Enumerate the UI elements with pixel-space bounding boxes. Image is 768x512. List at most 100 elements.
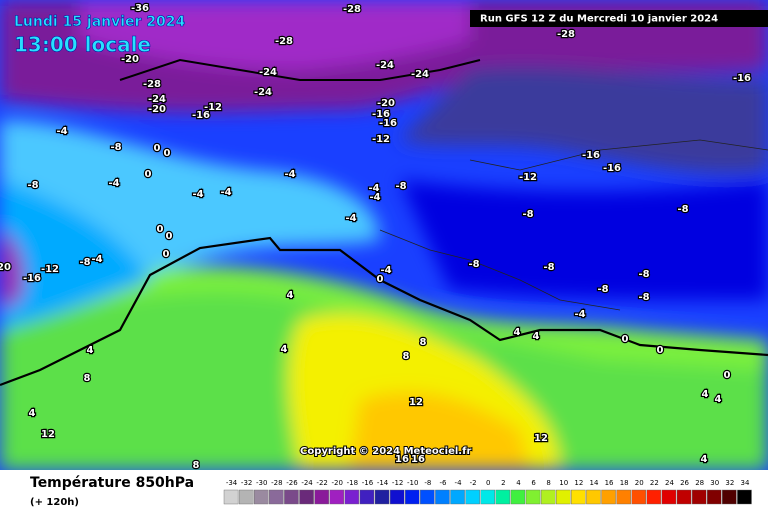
- contour-label: -8: [543, 262, 554, 273]
- contour-label: -8: [110, 142, 121, 153]
- legend-swatch: [616, 489, 631, 505]
- contour-label: -4: [368, 183, 379, 194]
- legend-swatch: [586, 489, 601, 505]
- contour-label: -28: [275, 36, 293, 47]
- legend-swatch: [556, 489, 571, 505]
- legend-label: -22: [316, 479, 327, 487]
- contour-label: -8: [79, 257, 90, 268]
- legend-swatch: [707, 489, 722, 505]
- legend-swatch: [344, 489, 360, 505]
- legend-swatch: [374, 489, 390, 505]
- contour-label: -28: [143, 79, 161, 90]
- legend-label: -26: [286, 479, 298, 487]
- contour-label: -20: [148, 104, 166, 115]
- forecast-time: 13:00 locale: [14, 33, 151, 57]
- contour-label: 8: [420, 337, 427, 348]
- legend-swatch: [465, 489, 480, 505]
- contour-label: 0: [157, 224, 164, 235]
- contour-label: -4: [345, 213, 356, 224]
- contour-label: 0: [724, 370, 731, 381]
- contour-label: -20: [121, 54, 139, 65]
- contour-label: -16: [582, 150, 600, 161]
- forecast-date: Lundi 15 janvier 2024: [14, 14, 186, 30]
- legend-label: 24: [665, 479, 674, 487]
- contour-label: -20: [377, 98, 395, 109]
- contour-label: -16: [372, 109, 390, 120]
- legend-label: -4: [455, 479, 463, 487]
- contour-label: -4: [220, 187, 231, 198]
- contour-label: -8: [522, 209, 533, 220]
- legend-swatch: [646, 489, 662, 505]
- contour-label: 4: [702, 389, 709, 400]
- contour-label: -24: [411, 69, 429, 80]
- contour-label: -4: [284, 169, 295, 180]
- contour-label: -28: [343, 4, 361, 15]
- legend-label: 34: [740, 479, 749, 487]
- contour-label: -24: [376, 60, 394, 71]
- field-title: Température 850hPa: [30, 475, 194, 491]
- legend-label: 18: [620, 479, 629, 487]
- run-bar: [470, 10, 768, 27]
- legend-swatch: [238, 489, 254, 505]
- contour-label: -8: [638, 292, 649, 303]
- legend-label: -2: [470, 479, 477, 487]
- legend-swatch: [510, 489, 526, 505]
- contour-label: -4: [369, 192, 380, 203]
- contour-label: -4: [56, 126, 67, 137]
- legend-label: 0: [486, 479, 490, 487]
- legend-label: -34: [226, 479, 238, 487]
- legend-swatch: [601, 489, 616, 505]
- legend-swatch: [389, 489, 405, 505]
- legend-swatch: [223, 489, 239, 505]
- legend-label: 32: [725, 479, 734, 487]
- contour-label: 0: [154, 143, 161, 154]
- legend-swatch: [631, 489, 647, 505]
- contour-label: 12: [534, 433, 548, 444]
- legend-swatch: [405, 489, 420, 505]
- legend-swatch: [314, 489, 329, 505]
- legend-label: 28: [695, 479, 704, 487]
- contour-label: 0: [145, 169, 152, 180]
- contour-label: -28: [557, 29, 575, 40]
- isotherm: [119, 58, 481, 81]
- contour-label: -8: [597, 284, 608, 295]
- contour-label: 8: [193, 460, 200, 471]
- contour-label: 16: [395, 454, 409, 465]
- contour-label: 12: [41, 429, 55, 440]
- contour-label: 20: [0, 262, 11, 273]
- legend-swatch: [480, 489, 496, 505]
- coastline: [469, 139, 768, 171]
- legend-swatch: [329, 489, 345, 505]
- legend-swatch: [722, 489, 737, 505]
- contour-label: -12: [372, 134, 390, 145]
- zero-isotherm: [0, 236, 768, 387]
- contour-label: 4: [287, 290, 294, 301]
- contour-label: -16: [603, 163, 621, 174]
- legend-label: -24: [301, 479, 313, 487]
- legend-label: 6: [531, 479, 536, 487]
- run-info: Run GFS 12 Z du Mercredi 10 janvier 2024: [480, 14, 718, 25]
- legend-label: -12: [392, 479, 403, 487]
- legend-label: 2: [501, 479, 505, 487]
- contour-label: 4: [514, 327, 521, 338]
- contour-label: -4: [380, 265, 391, 276]
- legend-label: -18: [347, 479, 358, 487]
- legend-label: 30: [710, 479, 719, 487]
- contour-label: -8: [27, 180, 38, 191]
- legend-swatch: [435, 489, 450, 505]
- legend-swatch: [661, 489, 677, 505]
- contour-label: 0: [164, 148, 171, 159]
- legend-swatch: [359, 489, 375, 505]
- legend-label: 14: [589, 479, 598, 487]
- contour-label: -12: [519, 172, 537, 183]
- contour-label: 8: [84, 373, 91, 384]
- legend-swatch: [495, 489, 511, 505]
- legend-label: -30: [256, 479, 267, 487]
- contour-label: 8: [403, 351, 410, 362]
- legend-label: -28: [271, 479, 282, 487]
- contour-label: 0: [377, 274, 384, 285]
- contour-label: 4: [533, 331, 540, 342]
- legend-label: 12: [574, 479, 583, 487]
- contour-label: -16: [379, 118, 397, 129]
